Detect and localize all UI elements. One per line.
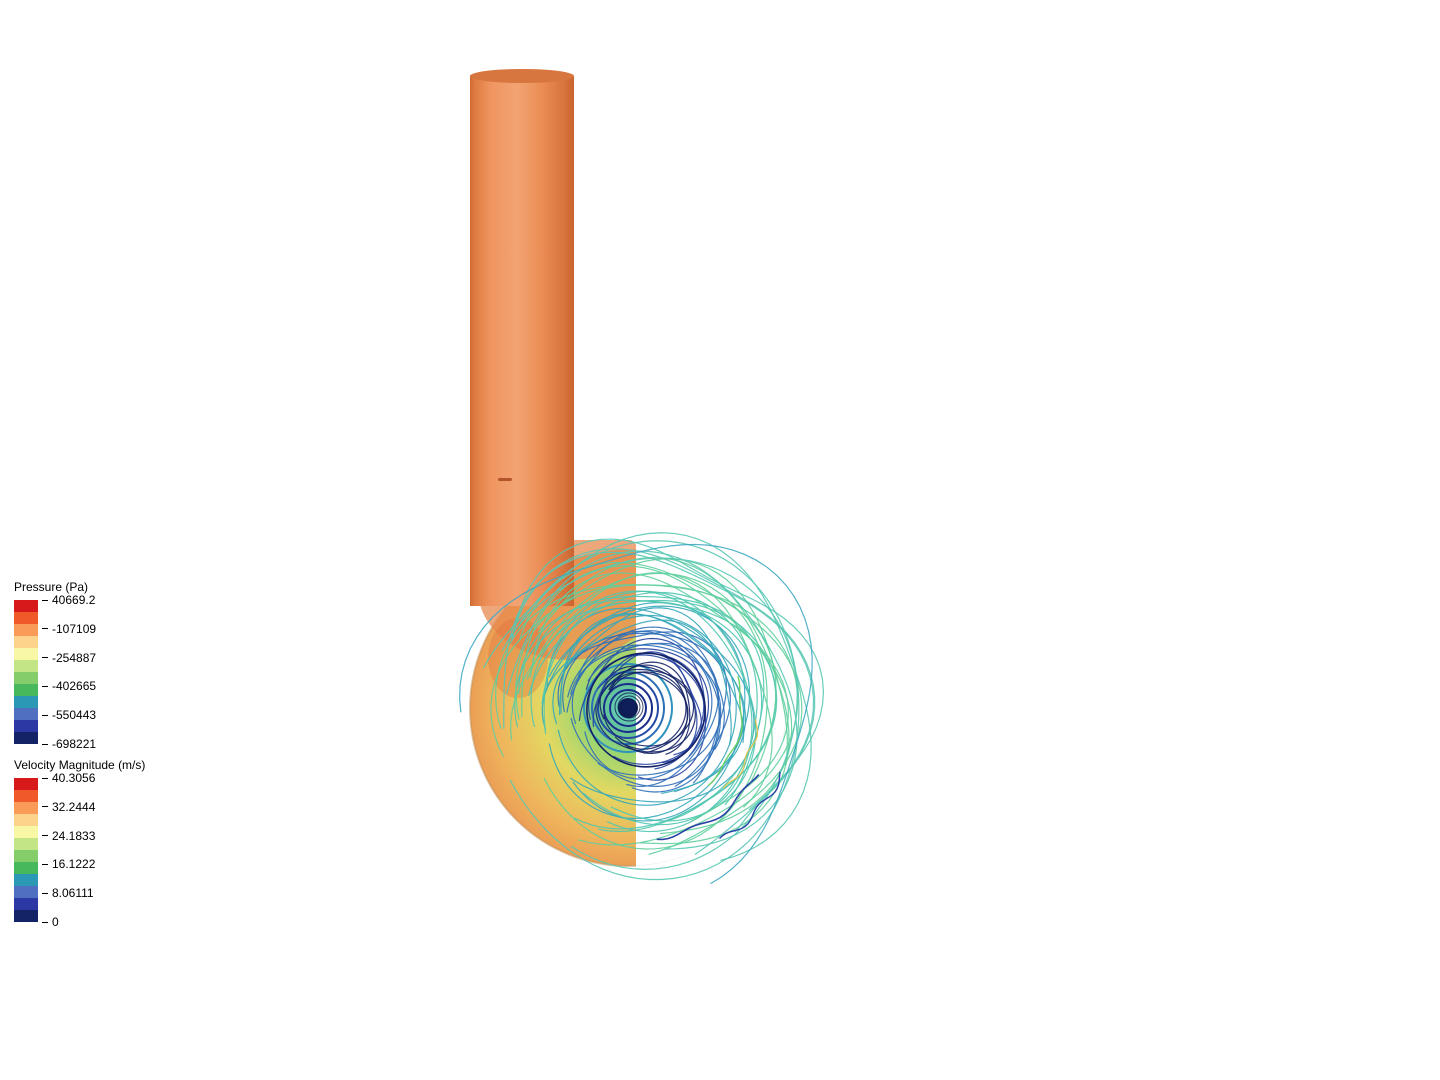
pressure-legend-body: 40669.2-107109-254887-402665-550443-6982… bbox=[14, 600, 88, 744]
legend-tick-label: 24.1833 bbox=[52, 829, 95, 843]
legend-tick-label: 0 bbox=[52, 915, 59, 929]
legend-tick: 40.3056 bbox=[42, 771, 95, 785]
legend-tick: 32.2444 bbox=[42, 800, 95, 814]
legend-tick: 16.1222 bbox=[42, 857, 95, 871]
legend-tick: 8.06111 bbox=[42, 886, 94, 900]
legend-tick: -698221 bbox=[42, 737, 96, 751]
legend-tick: 0 bbox=[42, 915, 59, 929]
legend-tick-label: 8.06111 bbox=[52, 886, 94, 900]
cfd-visualization bbox=[440, 60, 860, 900]
legend-tick: -107109 bbox=[42, 622, 96, 636]
velocity-legend-body: 40.305632.244424.183316.12228.061110 bbox=[14, 778, 145, 922]
legend-tick-label: -107109 bbox=[52, 622, 96, 636]
legend-tick-label: 40669.2 bbox=[52, 593, 95, 607]
legend-tick-label: -254887 bbox=[52, 651, 96, 665]
pressure-legend-title: Pressure (Pa) bbox=[14, 580, 88, 594]
legend-tick-label: 40.3056 bbox=[52, 771, 95, 785]
velocity-legend: Velocity Magnitude (m/s) 40.3056 32.2444 2… bbox=[14, 758, 145, 922]
pressure-legend: Pressure (Pa) 40669.2-107109-254887-4026… bbox=[14, 580, 88, 744]
legend-tick-label: -550443 bbox=[52, 708, 96, 722]
legend-tick: -550443 bbox=[42, 708, 96, 722]
legend-tick-label: 16.1222 bbox=[52, 857, 95, 871]
legend-tick: 40669.2 bbox=[42, 593, 95, 607]
velocity-colorbar bbox=[14, 778, 38, 922]
pressure-colorbar bbox=[14, 600, 38, 744]
legend-tick: -402665 bbox=[42, 679, 96, 693]
velocity-legend-title: Velocity Magnitude (m/s) bbox=[14, 758, 145, 772]
legend-tick-label: -402665 bbox=[52, 679, 96, 693]
legend-tick-label: -698221 bbox=[52, 737, 96, 751]
legend-tick-label: 32.2444 bbox=[52, 800, 95, 814]
legend-tick: 24.1833 bbox=[42, 829, 95, 843]
outlet-pipe bbox=[470, 69, 574, 606]
legend-tick: -254887 bbox=[42, 651, 96, 665]
